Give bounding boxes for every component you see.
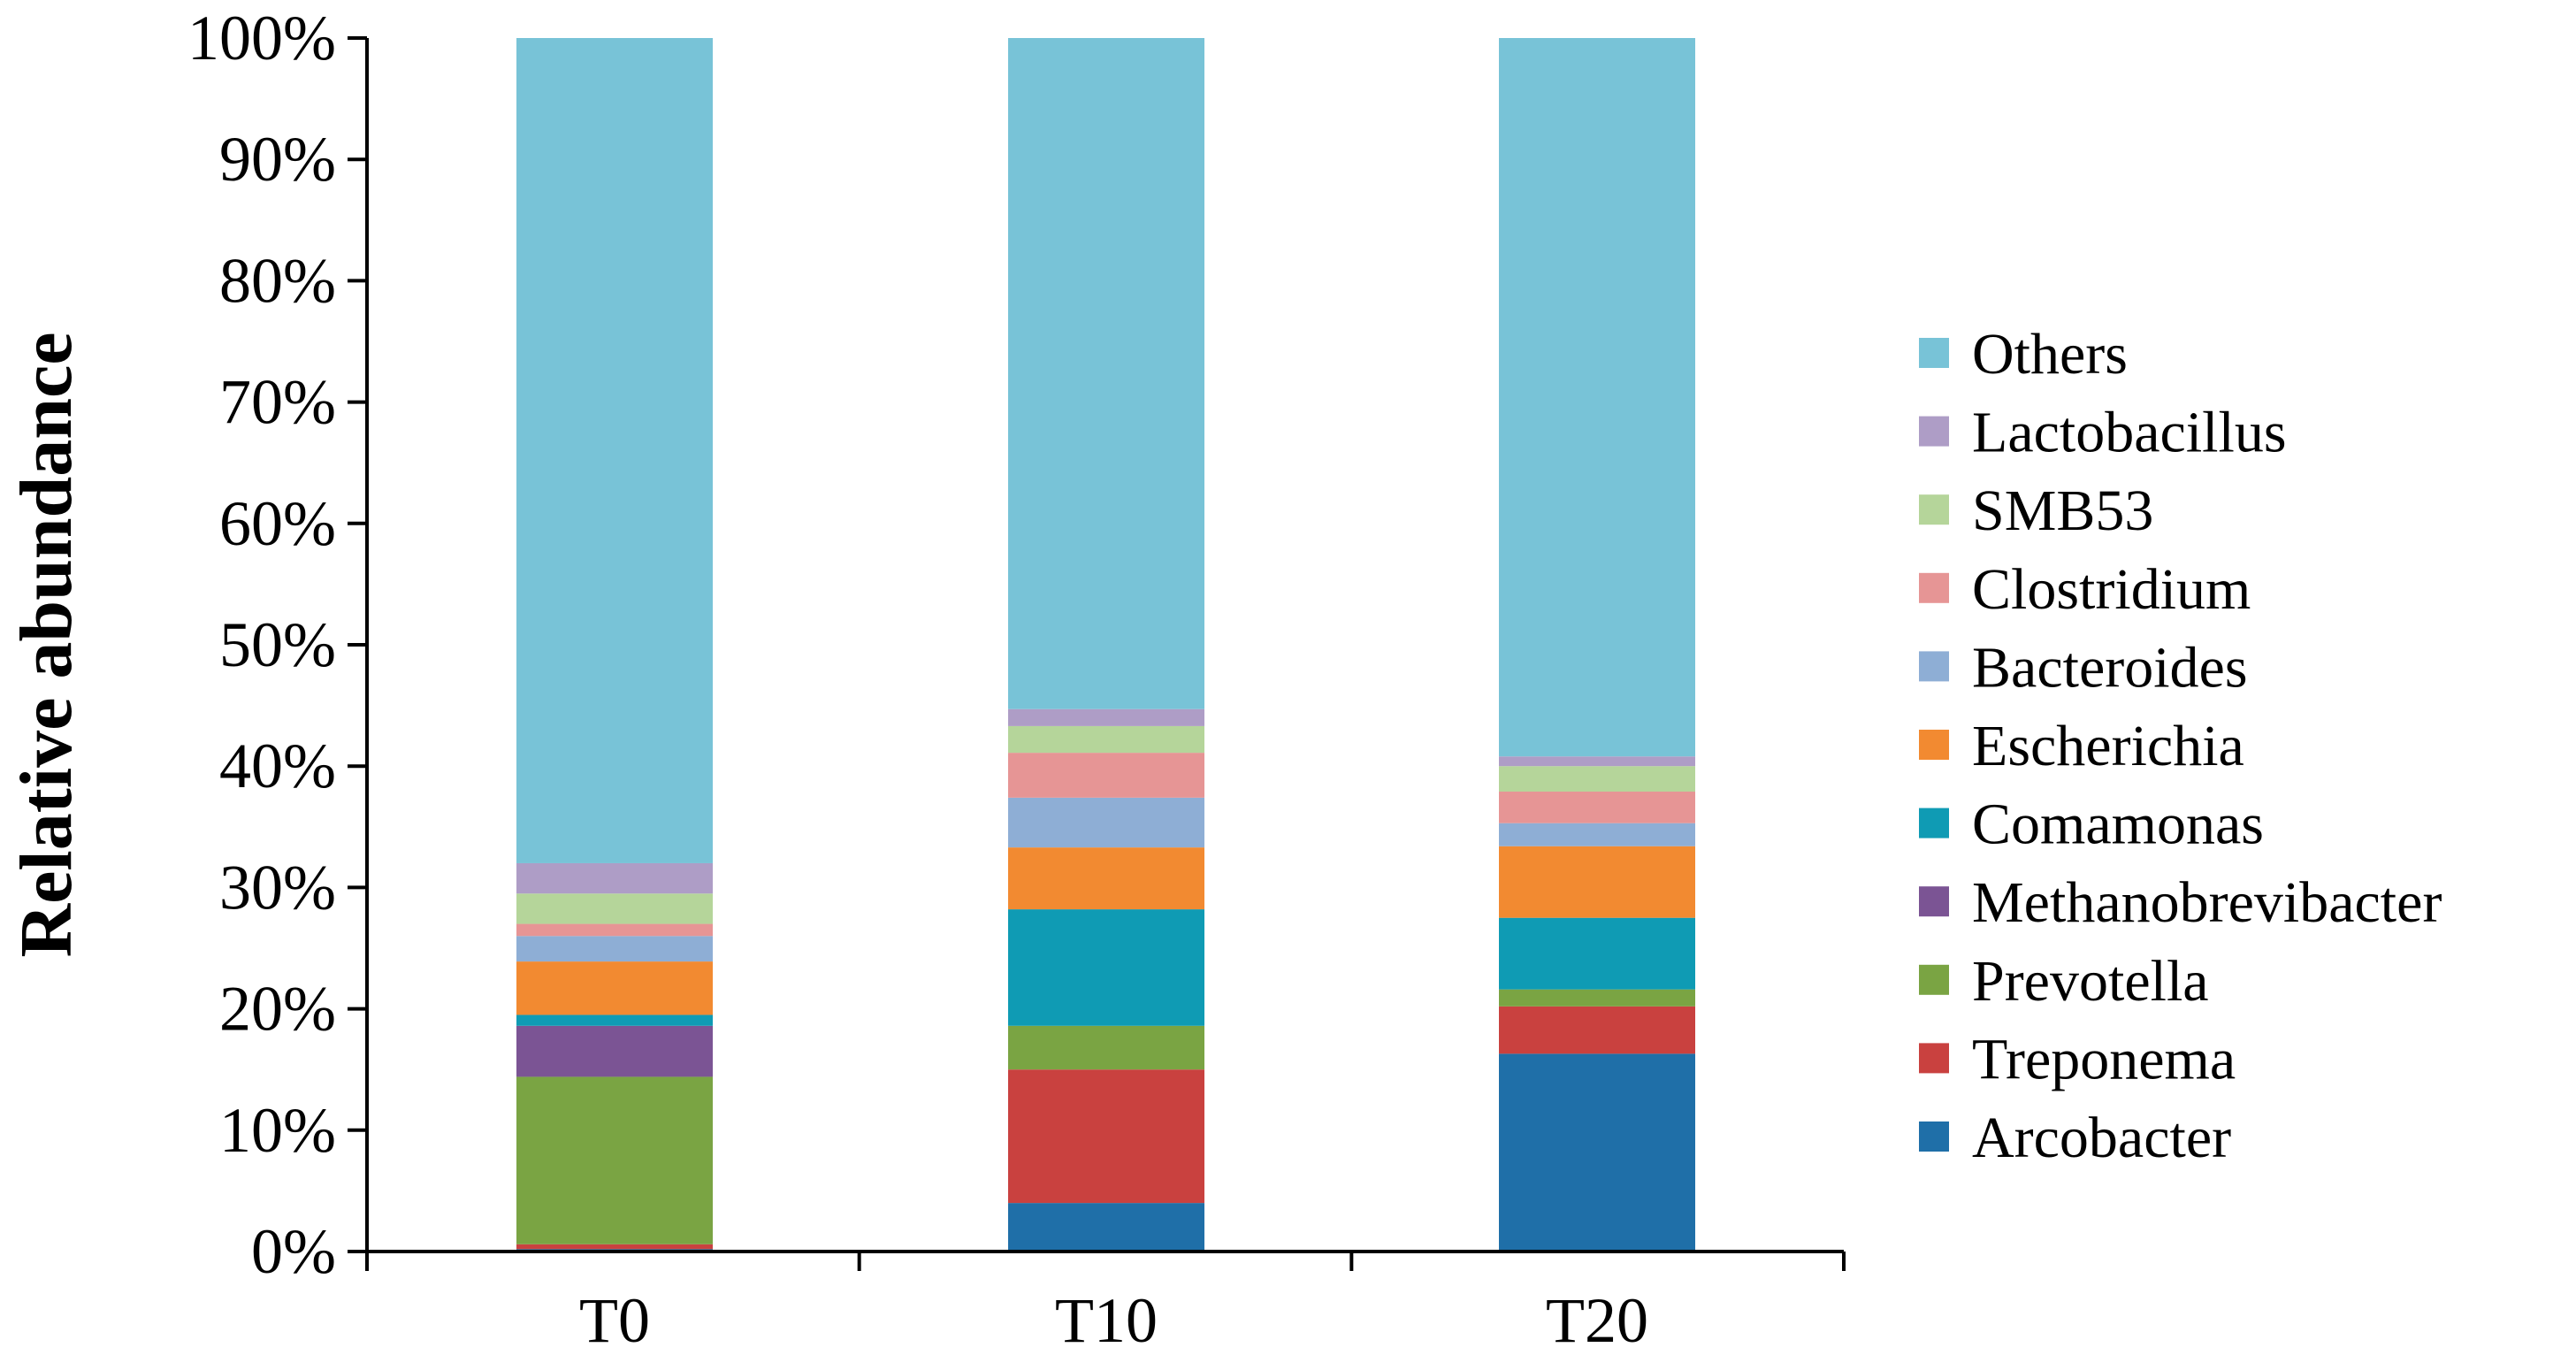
bar-segment-t10-lactobacillus — [1008, 708, 1204, 726]
bar-segment-t20-smb53 — [1499, 766, 1695, 792]
bar-segment-t0-treponema — [516, 1244, 713, 1250]
legend-label-methanobrevibacter: Methanobrevibacter — [1972, 870, 2442, 935]
bar-segment-t20-prevotella — [1499, 989, 1695, 1007]
bar-segment-t10-escherichia — [1008, 847, 1204, 910]
bar-segment-t10-arcobacter — [1008, 1203, 1204, 1252]
legend-swatch-treponema — [1919, 1043, 1949, 1074]
bar-segment-t10-bacteroides — [1008, 797, 1204, 848]
bar-segment-t10-treponema — [1008, 1069, 1204, 1204]
bar-segment-t0-prevotella — [516, 1076, 713, 1244]
bar-segment-t20-arcobacter — [1499, 1053, 1695, 1252]
axes: 0% 10% 20% 30% 40% 50% 60% 70% 80% 90% 100% T0 T10 T2… — [187, 3, 1846, 1355]
bar-segment-t0-smb53 — [516, 893, 713, 924]
y-axis-title: Relative abundance — [5, 332, 88, 957]
bar-segment-t0-lactobacillus — [516, 862, 713, 894]
legend-swatch-arcobacter — [1919, 1122, 1949, 1152]
x-tick-label: T10 — [1055, 1285, 1158, 1355]
plot-area — [516, 38, 1695, 1252]
bar-segment-t10-clostridium — [1008, 753, 1204, 798]
legend-label-clostridium: Clostridium — [1972, 557, 2251, 622]
y-tick-label: 10% — [219, 1095, 336, 1166]
x-tick-label: T20 — [1546, 1285, 1648, 1355]
legend-swatch-methanobrevibacter — [1919, 886, 1949, 917]
legend-label-others: Others — [1972, 322, 2128, 387]
legend-swatch-others — [1919, 338, 1949, 368]
bar-segment-t10-comamonas — [1008, 909, 1204, 1026]
bar-segment-t10-prevotella — [1008, 1025, 1204, 1070]
legend-label-bacteroides: Bacteroides — [1972, 635, 2248, 700]
legend-label-prevotella: Prevotella — [1972, 949, 2209, 1014]
legend-label-lactobacillus: Lactobacillus — [1972, 401, 2287, 465]
bar-segment-t10-others — [1008, 38, 1204, 709]
legend-swatch-lactobacillus — [1919, 416, 1949, 447]
legend-swatch-escherichia — [1919, 730, 1949, 760]
bar-segment-t10-smb53 — [1008, 725, 1204, 754]
bar-segment-t0-clostridium — [516, 923, 713, 937]
bar-segment-t20-others — [1499, 38, 1695, 757]
y-tick-label: 80% — [219, 245, 336, 316]
legend-swatch-smb53 — [1919, 494, 1949, 525]
legend-swatch-comamonas — [1919, 808, 1949, 838]
y-tick-label: 40% — [219, 731, 336, 801]
bar-segment-t20-bacteroides — [1499, 823, 1695, 846]
bar-segment-t0-others — [516, 38, 713, 863]
legend-label-treponema: Treponema — [1972, 1027, 2236, 1091]
bar-segment-t20-lactobacillus — [1499, 756, 1695, 767]
bar-segment-t20-clostridium — [1499, 792, 1695, 823]
legend-label-smb53: SMB53 — [1972, 478, 2153, 543]
legend-swatch-prevotella — [1919, 964, 1949, 995]
bar-segment-t0-escherichia — [516, 961, 713, 1015]
x-tick-label: T0 — [579, 1285, 650, 1355]
legend-label-comamonas: Comamonas — [1972, 792, 2264, 857]
bar-segment-t0-methanobrevibacter — [516, 1025, 713, 1077]
bar-segment-t20-escherichia — [1499, 846, 1695, 918]
legend-label-arcobacter: Arcobacter — [1972, 1106, 2231, 1170]
y-tick-label: 100% — [187, 3, 336, 73]
y-tick-label: 50% — [219, 609, 336, 680]
bar-segment-t20-treponema — [1499, 1006, 1695, 1054]
y-tick-label: 60% — [219, 488, 336, 559]
y-tick-label: 20% — [219, 974, 336, 1045]
legend: Others Lactobacillus SMB53 Clostridium Bacte… — [1919, 322, 2442, 1170]
y-tick-label: 70% — [219, 367, 336, 438]
bar-segment-t0-bacteroides — [516, 936, 713, 962]
legend-swatch-bacteroides — [1919, 651, 1949, 682]
y-tick-label: 0% — [251, 1216, 336, 1287]
legend-swatch-clostridium — [1919, 572, 1949, 603]
y-tick-label: 90% — [219, 124, 336, 195]
legend-label-escherichia: Escherichia — [1972, 714, 2244, 778]
y-tick-label: 30% — [219, 852, 336, 922]
bar-segment-t20-comamonas — [1499, 917, 1695, 990]
bar-segment-t0-comamonas — [516, 1014, 713, 1026]
